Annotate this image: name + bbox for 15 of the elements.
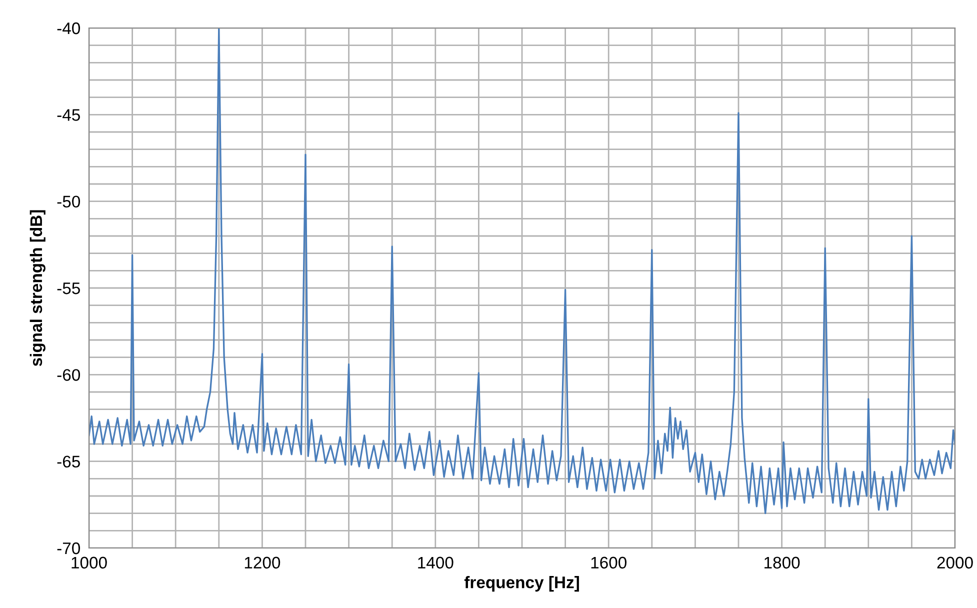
x-tick-label: 1800	[764, 556, 800, 569]
x-tick-label: 2000	[937, 556, 973, 569]
y-tick-label: -65	[57, 456, 80, 468]
x-tick-label: 1000	[72, 556, 107, 569]
y-tick-label: -40	[57, 22, 80, 34]
y-tick-label: -70	[57, 542, 80, 554]
x-tick-label: 1200	[244, 556, 280, 569]
y-axis-title: signal strength [dB]	[30, 210, 46, 366]
y-tick-label: -60	[57, 369, 80, 381]
y-tick-label: -50	[57, 196, 80, 208]
y-tick-label: -45	[57, 109, 80, 121]
x-tick-label: 1400	[418, 556, 454, 569]
x-tick-label: 1600	[591, 556, 626, 569]
y-tick-label: -55	[57, 282, 80, 294]
x-axis-title: frequency [Hz]	[464, 576, 579, 592]
